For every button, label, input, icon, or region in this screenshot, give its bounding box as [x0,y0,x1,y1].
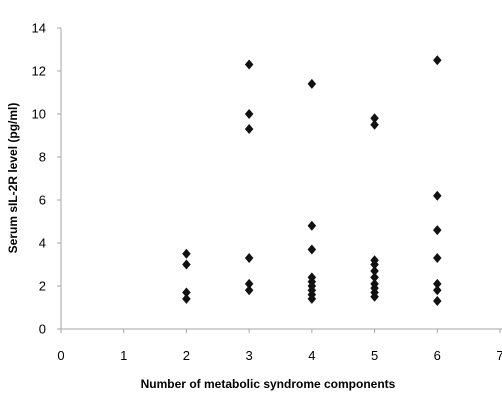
data-point [244,285,254,296]
data-points [182,55,442,307]
data-point [370,119,379,130]
data-point [182,248,191,259]
data-point [433,278,442,289]
x-tick-label: 3 [246,348,253,363]
y-tick-label: 0 [39,322,46,337]
y-tick-label: 2 [39,279,46,294]
data-point [433,190,442,201]
y-axis-title: Serum sIL-2R level (pg/ml) [6,103,20,254]
data-point [307,293,317,304]
data-point [433,285,442,296]
y-tick-label: 6 [39,193,46,208]
data-point [370,259,379,270]
y-tick-label: 12 [32,64,46,79]
y-tick-label: 8 [39,150,46,165]
data-point [244,109,254,119]
data-point [307,244,317,255]
data-point [244,124,254,135]
data-point [307,78,317,89]
x-tick-label: 6 [434,348,441,363]
x-tick-label: 0 [57,348,64,363]
data-point [433,225,442,236]
data-point [433,55,442,66]
data-point [370,291,379,302]
data-point [244,59,254,70]
x-tick-label: 2 [183,348,190,363]
data-point [370,265,379,276]
y-tick-label: 14 [32,21,46,36]
x-tick-label: 7 [496,348,502,363]
y-tick-label: 4 [39,236,46,251]
data-point [182,287,191,298]
data-point [370,113,379,124]
x-tick-label: 4 [308,348,315,363]
x-tick-label: 5 [371,348,378,363]
data-point [244,253,254,264]
x-tick-label: 1 [120,348,127,363]
data-point [182,259,191,270]
data-point [433,253,442,264]
data-point [182,293,191,304]
data-point [307,220,317,231]
x-axis-title: Number of metabolic syndrome components [141,377,396,391]
data-point [370,272,379,283]
data-point [433,296,442,307]
y-tick-label: 10 [32,107,46,122]
data-point [244,278,254,289]
